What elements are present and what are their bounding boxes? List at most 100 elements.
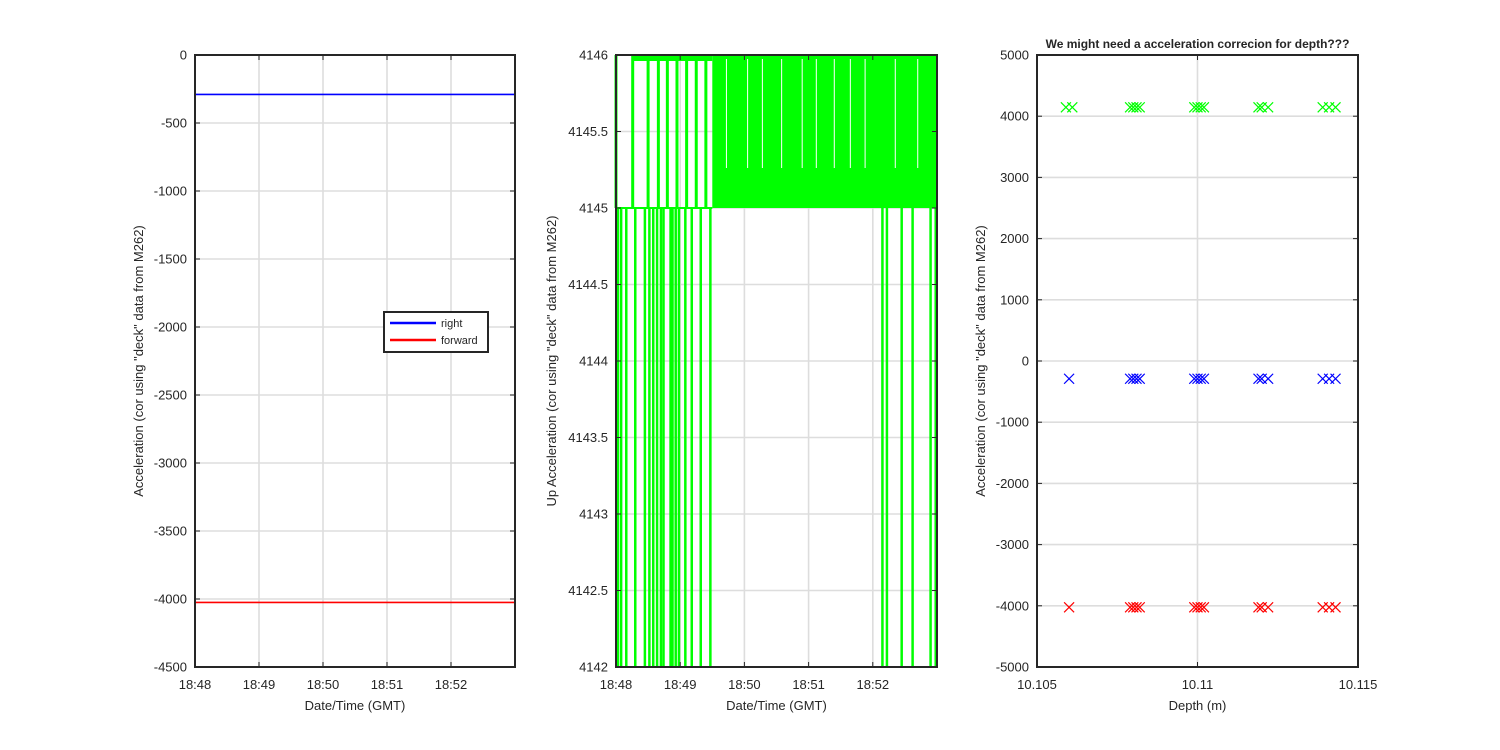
x-tick-label: 18:51 — [371, 677, 404, 692]
chart-title: We might need a acceleration correcion f… — [1046, 37, 1350, 51]
x-tick-label: 10.105 — [1017, 677, 1057, 692]
marker-right — [1330, 373, 1341, 385]
y-tick-label: 3000 — [1000, 170, 1029, 185]
marker-forward — [1198, 601, 1210, 613]
y-tick-label: 0 — [1022, 354, 1029, 369]
marker-stroke — [1330, 101, 1341, 113]
marker-forward — [1253, 601, 1264, 613]
marker-forward — [1134, 601, 1146, 613]
y-axis-label: Up Acceleration (cor using "deck" data f… — [544, 215, 559, 506]
series-top-up — [632, 55, 713, 61]
marker-stroke — [1253, 373, 1264, 385]
y-tick-label: 4144 — [579, 354, 608, 369]
marker-stroke — [1134, 601, 1146, 613]
x-axis-label: Depth (m) — [1169, 698, 1227, 713]
x-tick-label: 10.11 — [1182, 677, 1214, 692]
marker-forward — [1131, 601, 1142, 613]
y-axis-label: Acceleration (cor using "deck" data from… — [131, 225, 146, 497]
x-tick-label: 18:49 — [243, 677, 276, 692]
y-tick-label: -1000 — [154, 184, 187, 199]
marker-stroke — [1131, 601, 1142, 613]
marker-up — [1253, 101, 1264, 113]
y-tick-label: -2000 — [154, 320, 187, 335]
x-tick-label: 18:49 — [664, 677, 697, 692]
y-tick-label: -1500 — [154, 252, 187, 267]
y-tick-label: -1000 — [996, 415, 1029, 430]
marker-forward — [1330, 601, 1341, 613]
marker-up — [1134, 101, 1146, 113]
marker-stroke — [1262, 601, 1274, 613]
y-tick-label: 2000 — [1000, 231, 1029, 246]
marker-forward — [1063, 601, 1075, 613]
marker-stroke — [1330, 601, 1341, 613]
y-tick-label: -4500 — [154, 660, 187, 675]
marker-stroke — [1063, 373, 1075, 385]
subplot-middle: 18:48 18:49 18:50 18:51 18:52 4146 4145.5 4145 4… — [544, 48, 938, 713]
y-tick-label: -500 — [161, 116, 187, 131]
y-tick-label: -2500 — [154, 388, 187, 403]
y-tick-label: 4145 — [579, 201, 608, 216]
marker-stroke — [1253, 601, 1264, 613]
y-tick-label: 0 — [180, 48, 187, 63]
marker-forward — [1262, 601, 1274, 613]
marker-right — [1253, 373, 1264, 385]
marker-stroke — [1134, 101, 1146, 113]
legend-label-right: right — [441, 318, 462, 330]
y-tick-label: -3500 — [154, 524, 187, 539]
y-axis-label: Acceleration (cor using "deck" data from… — [973, 225, 988, 497]
marker-up — [1066, 101, 1078, 113]
y-tick-label: -2000 — [996, 476, 1029, 491]
legend-box — [383, 311, 489, 353]
x-axis-label: Date/Time (GMT) — [305, 698, 406, 713]
marker-stroke — [1195, 101, 1207, 113]
marker-right — [1195, 373, 1207, 385]
marker-right — [1262, 373, 1274, 385]
marker-stroke — [1131, 101, 1142, 113]
marker-stroke — [1253, 101, 1264, 113]
marker-stroke — [1066, 101, 1078, 113]
y-tick-label: 4146 — [579, 48, 608, 63]
x-tick-label: 10.115 — [1339, 677, 1378, 692]
y-tick-label: -3000 — [996, 537, 1029, 552]
subplot-left: 18:48 18:49 18:50 18:51 18:52 0 -500 -1000 -1500… — [131, 48, 516, 713]
marker-up — [1131, 101, 1142, 113]
marker-stroke — [1198, 601, 1210, 613]
legend-label-forward: forward — [441, 335, 478, 347]
marker-up — [1262, 101, 1274, 113]
marker-stroke — [1134, 373, 1146, 385]
x-tick-label: 18:52 — [857, 677, 890, 692]
y-tick-label: -4000 — [154, 592, 187, 607]
marker-right — [1131, 373, 1142, 385]
y-tick-label: 5000 — [1000, 48, 1029, 63]
x-tick-label: 18:48 — [600, 677, 633, 692]
plot-area — [195, 55, 515, 667]
marker-right — [1198, 373, 1210, 385]
marker-up — [1330, 101, 1341, 113]
marker-stroke — [1262, 373, 1274, 385]
x-tick-label: 18:50 — [307, 677, 340, 692]
series-band-up — [712, 55, 937, 208]
y-tick-label: 4142 — [579, 660, 608, 675]
marker-right — [1134, 373, 1146, 385]
y-tick-label: 4000 — [1000, 109, 1029, 124]
y-tick-label: -4000 — [996, 598, 1029, 613]
marker-stroke — [1063, 601, 1075, 613]
y-tick-label: -5000 — [996, 660, 1029, 675]
x-axis-label: Date/Time (GMT) — [726, 698, 827, 713]
y-tick-label: 4145.5 — [568, 124, 608, 139]
subplot-right: 10.105 10.11 10.115 5000 4000 3000 2000 1000 0 -1… — [973, 37, 1377, 713]
y-tick-label: 4144.5 — [568, 277, 608, 292]
x-tick-label: 18:51 — [792, 677, 825, 692]
y-tick-label: 4143 — [579, 507, 608, 522]
marker-up — [1195, 101, 1207, 113]
y-tick-label: -3000 — [154, 456, 187, 471]
marker-right — [1063, 373, 1075, 385]
axes-box — [194, 54, 516, 668]
marker-stroke — [1198, 101, 1210, 113]
legend: right forward — [383, 311, 489, 353]
y-tick-label: 4143.5 — [568, 430, 608, 445]
x-tick-label: 18:52 — [435, 677, 468, 692]
marker-stroke — [1131, 373, 1142, 385]
y-tick-label: 4142.5 — [568, 583, 608, 598]
